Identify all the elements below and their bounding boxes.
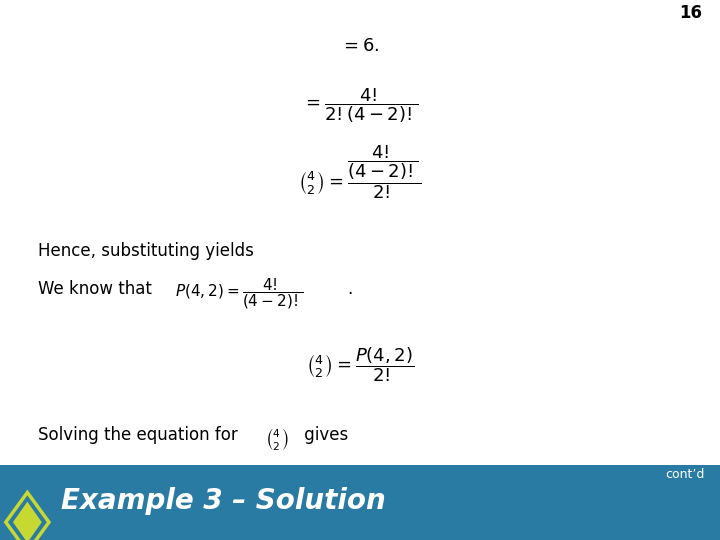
Polygon shape [13, 502, 42, 540]
Text: cont’d: cont’d [665, 468, 704, 481]
Text: Example 3 – Solution: Example 3 – Solution [61, 487, 386, 515]
Text: $= 6.$: $= 6.$ [341, 37, 379, 55]
Bar [0, 465, 720, 540]
Text: gives: gives [299, 426, 348, 444]
Text: .: . [347, 280, 352, 298]
Polygon shape [6, 492, 49, 540]
Text: $\binom{4}{2}$: $\binom{4}{2}$ [265, 426, 289, 452]
Text: $\binom{4}{2} = \dfrac{P(4,2)}{2!}$: $\binom{4}{2} = \dfrac{P(4,2)}{2!}$ [306, 345, 414, 384]
Text: $\binom{4}{2} = \dfrac{\dfrac{4!}{(4-2)!}}{2!}$: $\binom{4}{2} = \dfrac{\dfrac{4!}{(4-2)!… [298, 144, 422, 201]
Text: Hence, substituting yields: Hence, substituting yields [38, 242, 254, 260]
Text: 16: 16 [679, 4, 702, 23]
Text: $P(4,2) = \dfrac{4!}{(4-2)!}$: $P(4,2) = \dfrac{4!}{(4-2)!}$ [175, 276, 303, 310]
Text: We know that: We know that [38, 280, 157, 298]
Text: $= \dfrac{4!}{2!(4-2)!}$: $= \dfrac{4!}{2!(4-2)!}$ [302, 86, 418, 125]
Text: Solving the equation for: Solving the equation for [38, 426, 243, 444]
